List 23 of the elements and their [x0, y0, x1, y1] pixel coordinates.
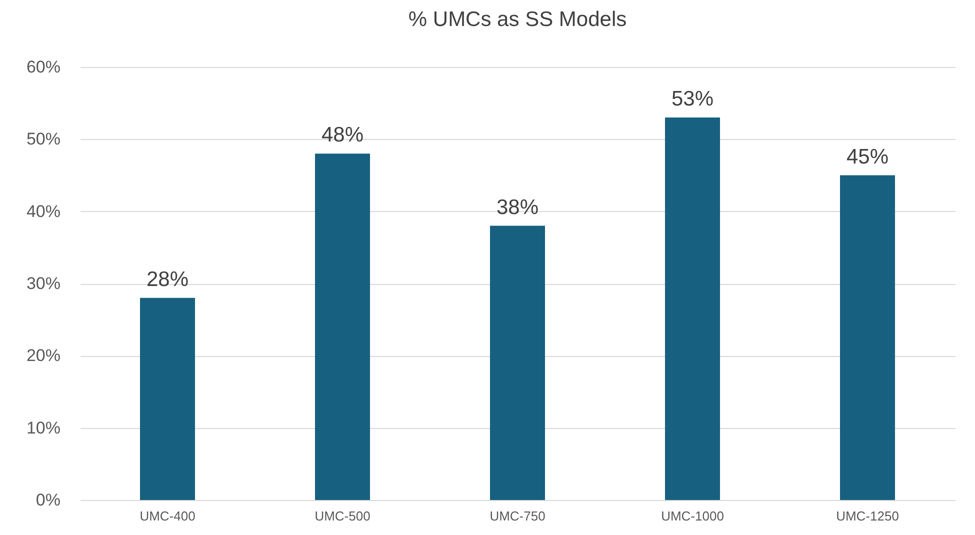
y-tick-label: 0%: [36, 490, 60, 510]
y-tick-label: 30%: [26, 274, 60, 293]
data-label: 48%: [321, 124, 364, 147]
x-tick-label: UMC-500: [314, 508, 370, 524]
y-tick-label: 40%: [26, 202, 60, 221]
bar: [490, 226, 545, 500]
x-tick-label: UMC-1000: [661, 508, 724, 524]
y-tick-label: 20%: [26, 346, 60, 366]
data-label: 28%: [146, 268, 189, 291]
data-label: 45%: [846, 145, 889, 168]
x-tick-label: UMC-750: [490, 508, 546, 524]
x-tick-label: UMC-1250: [836, 508, 899, 524]
y-tick-label: 50%: [26, 130, 60, 149]
bar: [840, 175, 895, 500]
x-tick-label: UMC-400: [140, 508, 196, 524]
bar: [665, 118, 720, 500]
data-label: 53%: [671, 88, 714, 111]
bar: [315, 154, 370, 500]
y-tick-label: 10%: [26, 418, 60, 438]
bar: [140, 298, 195, 500]
data-label: 38%: [496, 196, 539, 219]
y-tick-label: 60%: [26, 58, 60, 76]
chart-title: % UMCs as SS Models: [408, 8, 627, 31]
